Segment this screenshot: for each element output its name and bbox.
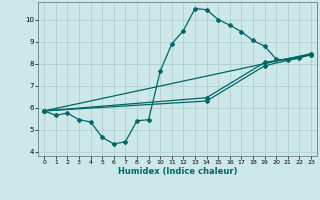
X-axis label: Humidex (Indice chaleur): Humidex (Indice chaleur): [118, 167, 237, 176]
